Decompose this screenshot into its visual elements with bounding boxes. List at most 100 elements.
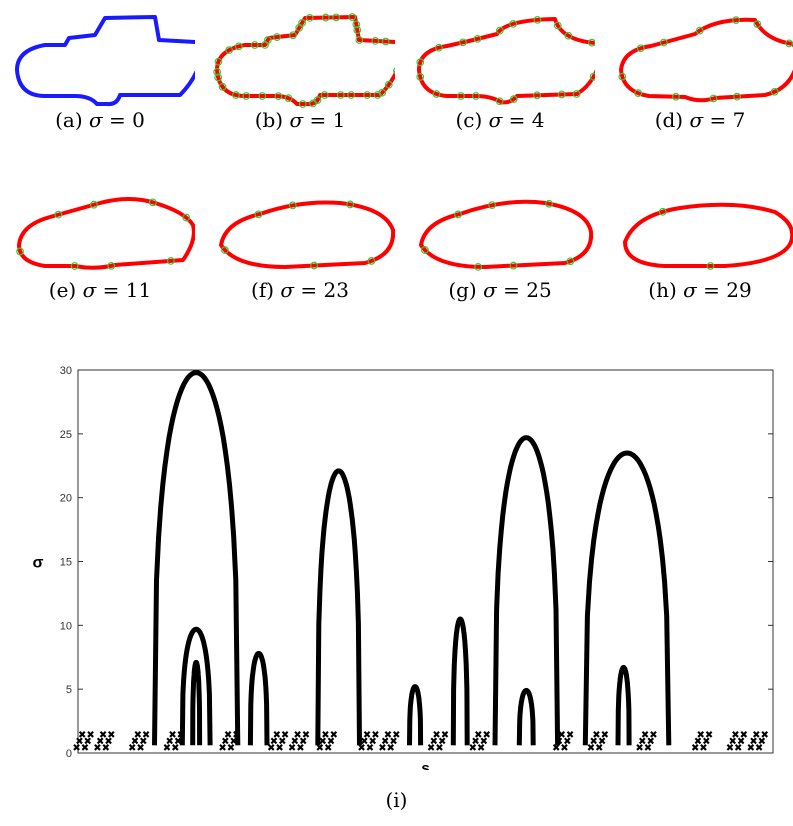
contour-path [623, 202, 793, 268]
low-scale-cross: ✖ [471, 737, 479, 748]
low-scale-cross: ✖ [749, 737, 757, 748]
low-scale-cross: ✖ [104, 737, 112, 748]
low-scale-cross: ✖ [646, 737, 654, 748]
low-scale-cross: ✖ [357, 743, 365, 754]
low-scale-cross: ✖ [136, 743, 144, 754]
css-arch [179, 626, 213, 746]
low-scale-cross: ✖ [330, 730, 338, 741]
curvature-zero-marker [289, 31, 297, 40]
curvature-zero-marker [54, 210, 63, 219]
low-scale-cross: ✖ [72, 743, 80, 754]
contour-path [215, 15, 395, 107]
curvature-zero-marker [509, 95, 518, 104]
low-scale-cross: ✖ [691, 743, 699, 754]
low-scale-cross: ✖ [601, 730, 609, 741]
contour-drawing [219, 200, 395, 270]
low-scale-cross: ✖ [752, 730, 760, 741]
low-scale-cross: ✖ [387, 743, 395, 754]
curvature-zero-marker [533, 15, 542, 24]
low-scale-cross: ✖ [731, 730, 739, 741]
contour-drawing [416, 15, 595, 106]
low-scale-cross: ✖ [635, 743, 643, 754]
css-arch [190, 659, 203, 746]
curvature-zero-marker [288, 201, 297, 210]
curvature-zero-marker [636, 44, 645, 53]
curvature-zero-marker [16, 247, 24, 256]
curvature-zero-marker [587, 38, 595, 47]
y-tick-label: 0 [66, 748, 72, 760]
low-scale-cross: ✖ [302, 730, 310, 741]
panel-caption: (b) σ = 1 [254, 108, 346, 132]
low-scale-cross: ✖ [78, 730, 86, 741]
low-scale-cross: ✖ [699, 743, 707, 754]
low-scale-cross: ✖ [697, 730, 705, 741]
curvature-zero-marker [753, 20, 762, 29]
curvature-zero-marker [706, 262, 715, 270]
low-scale-cross: ✖ [644, 743, 652, 754]
curvature-zero-marker [352, 20, 361, 29]
low-scale-cross: ✖ [705, 730, 713, 741]
panel-caption: (g) σ = 25 [448, 278, 552, 302]
low-scale-cross: ✖ [384, 730, 392, 741]
low-scale-cross: ✖ [316, 743, 324, 754]
curvature-zero-marker [378, 88, 387, 97]
curvature-zero-marker [618, 72, 627, 81]
contour-drawing [618, 16, 793, 103]
curvature-zero-marker [242, 92, 251, 100]
curvature-zero-marker [225, 46, 234, 55]
curvature-zero-marker [273, 33, 281, 41]
curvature-zero-marker [509, 19, 518, 28]
low-scale-cross: ✖ [641, 730, 649, 741]
low-scale-cross: ✖ [441, 730, 449, 741]
low-scale-cross: ✖ [291, 737, 299, 748]
low-scale-cross: ✖ [299, 737, 307, 748]
low-scale-cross: ✖ [371, 730, 379, 741]
shape-panel-11: (e) σ = 11 [5, 170, 195, 302]
low-scale-cross: ✖ [552, 743, 560, 754]
curvature-zero-marker [454, 210, 462, 219]
low-scale-cross: ✖ [563, 737, 571, 748]
curvature-zero-marker [234, 42, 243, 51]
contour-drawing [16, 197, 195, 270]
low-scale-cross: ✖ [107, 730, 115, 741]
curvature-zero-marker [416, 73, 425, 81]
curvature-zero-marker [566, 257, 575, 266]
low-scale-cross: ✖ [758, 737, 766, 748]
low-scale-cross: ✖ [267, 743, 275, 754]
low-scale-cross: ✖ [482, 730, 490, 741]
curvature-zero-marker [254, 210, 263, 219]
low-scale-cross: ✖ [728, 737, 736, 748]
low-scale-cross: ✖ [134, 730, 142, 741]
panel-caption: (h) σ = 29 [648, 278, 752, 302]
curvature-zero-marker [148, 198, 157, 207]
low-scale-cross: ✖ [469, 743, 477, 754]
curvature-zero-marker [298, 100, 307, 108]
curvature-zero-marker [509, 261, 518, 270]
low-scale-cross: ✖ [555, 737, 563, 748]
curvature-zero-marker [393, 67, 395, 75]
curvature-zero-marker [107, 261, 116, 270]
low-scale-cross: ✖ [435, 743, 443, 754]
low-scale-cross: ✖ [430, 737, 438, 748]
low-scale-cross: ✖ [296, 743, 304, 754]
contour-path [419, 199, 594, 269]
low-scale-cross: ✖ [93, 743, 101, 754]
curvature-zero-marker [214, 57, 223, 66]
low-scale-cross: ✖ [232, 730, 240, 741]
css-arch [516, 687, 536, 746]
low-scale-cross: ✖ [218, 743, 226, 754]
curvature-zero-marker [367, 257, 376, 265]
low-scale-cross: ✖ [638, 737, 646, 748]
curvature-zero-marker [89, 200, 98, 209]
low-scale-cross: ✖ [368, 737, 376, 748]
curvature-zero-marker [564, 31, 573, 40]
curvature-zero-marker [284, 94, 293, 103]
low-scale-cross: ✖ [75, 737, 83, 748]
low-scale-cross: ✖ [324, 743, 332, 754]
low-scale-cross: ✖ [381, 737, 389, 748]
curvature-zero-marker [659, 38, 668, 47]
curvature-zero-marker [250, 41, 259, 49]
curvature-zero-marker [274, 92, 283, 101]
curvature-zero-marker [459, 38, 467, 47]
curvature-zero-marker [320, 91, 329, 99]
